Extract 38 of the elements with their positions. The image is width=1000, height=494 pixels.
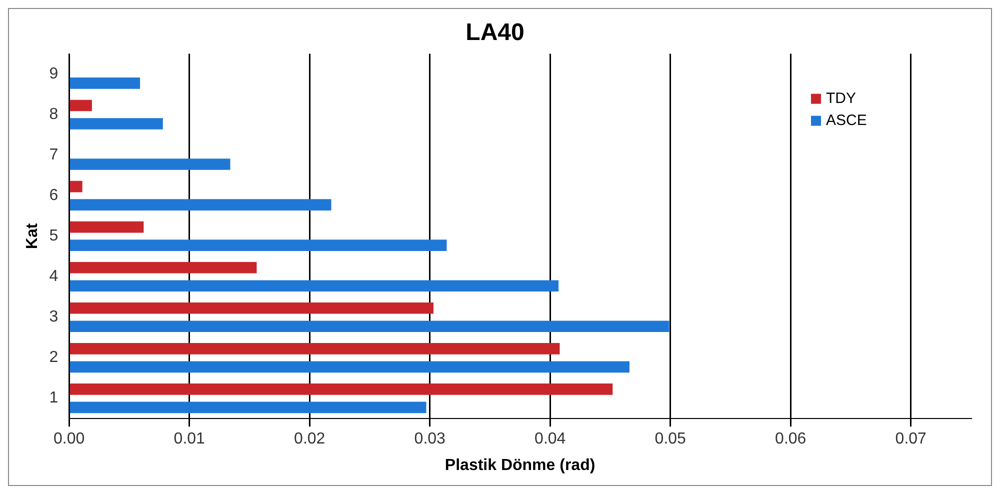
x-tick-label: 0.01 <box>174 430 206 448</box>
bar <box>70 343 560 354</box>
y-tick-label: 9 <box>49 65 58 82</box>
x-tick-label: 0.03 <box>414 430 446 448</box>
y-axis-title: Kat <box>24 222 42 250</box>
chart-title: LA40 <box>466 19 524 46</box>
legend-label: ASCE <box>826 112 867 129</box>
bar <box>70 262 257 274</box>
x-axis-title: Plastik Dönme (rad) <box>444 456 596 474</box>
legend-label: TDY <box>826 90 856 107</box>
bar <box>70 118 163 130</box>
bar <box>70 158 230 170</box>
bar <box>70 402 426 414</box>
y-tick-label: 5 <box>49 228 58 245</box>
bar <box>70 199 332 210</box>
bar <box>70 361 630 373</box>
bar <box>70 100 92 112</box>
bar <box>70 302 434 314</box>
x-tick-label: 0.07 <box>895 430 927 448</box>
bar <box>70 240 447 251</box>
bar <box>70 180 82 192</box>
x-tick-label: 0.00 <box>54 430 85 448</box>
y-tick-label: 1 <box>49 390 58 407</box>
x-tick-label: 0.02 <box>294 430 326 448</box>
bar <box>70 221 144 233</box>
x-tick-label: 0.06 <box>775 430 806 448</box>
bar <box>70 384 613 395</box>
y-tick-label: 6 <box>49 187 58 204</box>
x-tick-label: 0.04 <box>534 430 566 448</box>
bar <box>70 320 670 332</box>
y-tick-label: 2 <box>49 349 58 366</box>
bar <box>70 280 559 292</box>
y-tick-label: 7 <box>49 146 58 164</box>
y-tick-label: 4 <box>49 268 58 286</box>
y-tick-label: 3 <box>49 308 58 326</box>
bar <box>70 78 140 89</box>
y-tick-label: 8 <box>49 106 58 124</box>
x-tick-label: 0.05 <box>654 430 686 448</box>
